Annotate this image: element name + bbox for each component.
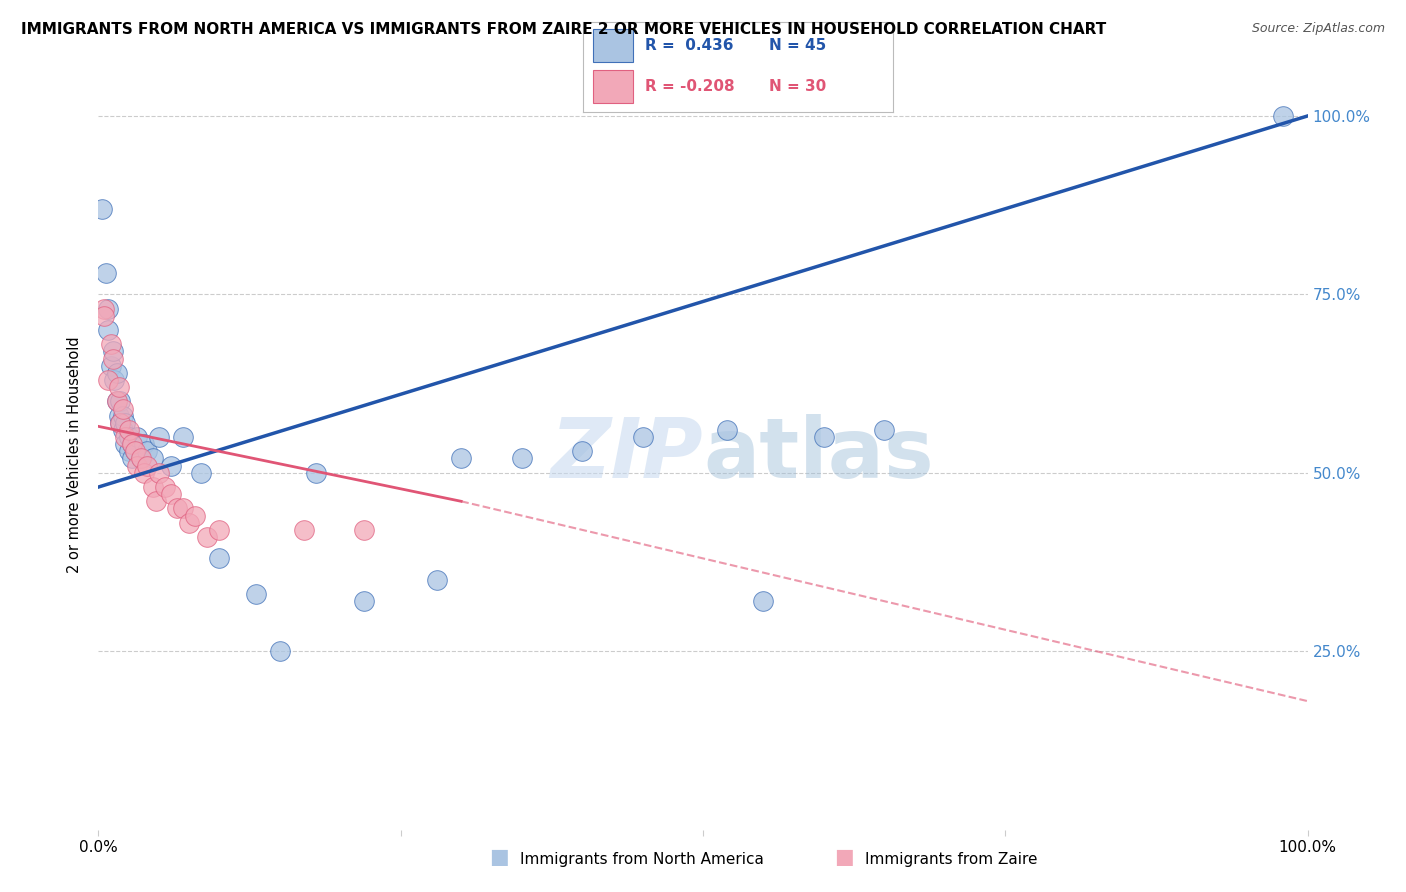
Point: [93, 309, 115, 323]
Point: [103, 373, 125, 387]
Point: [105, 366, 128, 380]
Point: [353, 523, 375, 537]
Point: [269, 644, 291, 658]
Point: [101, 344, 124, 359]
Point: [127, 458, 149, 473]
Point: [245, 587, 267, 601]
Point: [426, 573, 449, 587]
Point: [108, 416, 131, 430]
Point: [118, 430, 141, 444]
Point: [190, 466, 212, 480]
Point: [1272, 109, 1295, 123]
Point: [100, 359, 122, 373]
Point: [118, 444, 141, 458]
Point: [142, 480, 165, 494]
Point: [160, 487, 183, 501]
Point: [148, 466, 170, 480]
Point: [160, 458, 183, 473]
Text: ZIP: ZIP: [550, 415, 703, 495]
Point: [873, 423, 896, 437]
Point: [148, 430, 170, 444]
Point: [94, 266, 117, 280]
Point: [195, 530, 218, 544]
Point: [135, 458, 157, 473]
Point: [124, 444, 146, 458]
Point: [179, 516, 201, 530]
Point: [105, 394, 128, 409]
Point: [114, 430, 136, 444]
Point: [127, 430, 149, 444]
Point: [142, 451, 165, 466]
Point: [134, 437, 156, 451]
Text: R =  0.436: R = 0.436: [645, 38, 734, 53]
Point: [305, 466, 328, 480]
Point: [813, 430, 835, 444]
Point: [114, 416, 136, 430]
Point: [353, 594, 375, 608]
Point: [97, 373, 120, 387]
Point: [571, 444, 593, 458]
Bar: [593, 70, 633, 103]
Point: [108, 394, 131, 409]
Point: [134, 466, 156, 480]
Point: [121, 437, 143, 451]
Point: [129, 451, 152, 466]
Point: [93, 301, 115, 316]
Point: [631, 430, 654, 444]
Point: [97, 301, 120, 316]
Point: [111, 409, 134, 423]
Text: ■: ■: [489, 847, 509, 867]
Point: [121, 451, 143, 466]
Bar: [593, 29, 633, 62]
Text: IMMIGRANTS FROM NORTH AMERICA VS IMMIGRANTS FROM ZAIRE 2 OR MORE VEHICLES IN HOU: IMMIGRANTS FROM NORTH AMERICA VS IMMIGRA…: [21, 22, 1107, 37]
Point: [166, 501, 188, 516]
Point: [105, 394, 128, 409]
Point: [292, 523, 315, 537]
Text: ■: ■: [834, 847, 853, 867]
Point: [121, 437, 143, 451]
Text: Source: ZipAtlas.com: Source: ZipAtlas.com: [1251, 22, 1385, 36]
Text: Immigrants from Zaire: Immigrants from Zaire: [865, 852, 1038, 867]
Text: N = 45: N = 45: [769, 38, 827, 53]
Point: [172, 501, 194, 516]
Point: [172, 430, 194, 444]
Text: Immigrants from North America: Immigrants from North America: [520, 852, 763, 867]
Point: [510, 451, 533, 466]
Point: [124, 444, 146, 458]
Point: [184, 508, 207, 523]
Text: R = -0.208: R = -0.208: [645, 79, 735, 94]
Point: [114, 437, 136, 451]
Text: N = 30: N = 30: [769, 79, 827, 94]
Point: [129, 451, 152, 466]
Text: atlas: atlas: [703, 415, 934, 495]
Point: [91, 202, 114, 216]
Point: [716, 423, 738, 437]
Point: [208, 523, 231, 537]
Point: [100, 337, 122, 351]
Point: [97, 323, 120, 337]
Point: [108, 380, 131, 394]
Point: [111, 401, 134, 416]
Y-axis label: 2 or more Vehicles in Household: 2 or more Vehicles in Household: [67, 336, 83, 574]
Point: [135, 444, 157, 458]
Point: [145, 494, 167, 508]
Point: [108, 409, 131, 423]
Point: [208, 551, 231, 566]
Point: [118, 423, 141, 437]
Point: [450, 451, 472, 466]
Point: [153, 480, 176, 494]
Point: [752, 594, 775, 608]
Point: [108, 416, 131, 430]
Point: [101, 351, 124, 366]
Point: [111, 423, 134, 437]
